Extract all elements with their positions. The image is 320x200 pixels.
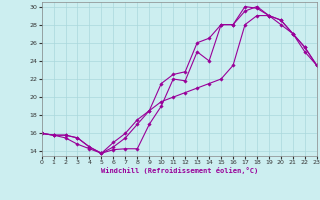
X-axis label: Windchill (Refroidissement éolien,°C): Windchill (Refroidissement éolien,°C) bbox=[100, 167, 258, 174]
